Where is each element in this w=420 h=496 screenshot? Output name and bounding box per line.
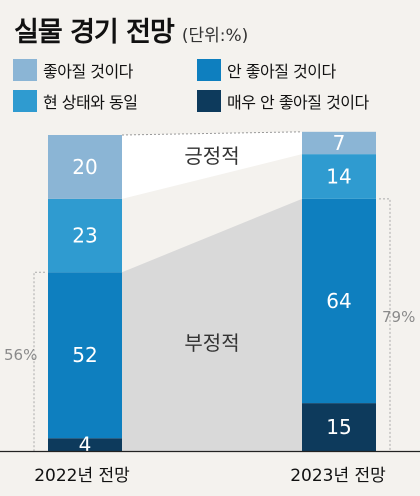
chart-title: 실물 경기 전망 [14, 17, 175, 48]
legend-label: 매우 안 좋아질 것이다 [227, 93, 369, 112]
bars [48, 131, 376, 451]
bar-segment [302, 403, 376, 451]
segment-labels: 4 52 23 20 15 64 14 7 [72, 131, 351, 457]
legend: 좋아질 것이다 안 좋아질 것이다 현 상태와 동일 매우 안 좋아질 것이다 [13, 58, 408, 116]
segment-value-label: 52 [72, 343, 97, 367]
bar-segment [48, 135, 122, 199]
bar-segment [48, 198, 122, 273]
bar-segment [302, 198, 376, 404]
segment-value-label: 64 [326, 289, 351, 313]
unit-label: (단위:%) [181, 26, 249, 46]
segment-value-label: 14 [326, 164, 351, 188]
bar-segment [48, 438, 122, 451]
legend-item-positive: 좋아질 것이다 [13, 58, 133, 82]
bar-segment [302, 154, 376, 199]
legend-swatch [197, 59, 221, 81]
connector-bands [121, 131, 303, 451]
segment-value-label: 15 [326, 415, 351, 439]
legend-item-very-negative: 매우 안 좋아질 것이다 [197, 89, 369, 113]
segment-value-label: 23 [72, 224, 97, 248]
x-tick-label: 2023년 전망 [290, 466, 386, 486]
positive-band [122, 131, 302, 199]
negative-total-label: 79% [382, 308, 415, 326]
legend-swatch [197, 90, 221, 112]
segment-value-label: 4 [79, 433, 92, 457]
negative-total-label: 56% [4, 346, 37, 364]
x-tick-label: 2022년 전망 [34, 466, 130, 486]
segment-value-label: 7 [333, 131, 346, 155]
segment-value-label: 20 [72, 155, 97, 179]
positive-label: 긍정적 [184, 144, 239, 168]
bar-segment [302, 131, 376, 155]
legend-label: 현 상태와 동일 [43, 93, 138, 112]
legend-item-negative: 안 좋아질 것이다 [197, 58, 336, 82]
negative-band [122, 198, 302, 451]
legend-swatch [13, 90, 37, 112]
legend-item-same: 현 상태와 동일 [13, 89, 138, 113]
x-axis: 2022년 전망 2023년 전망 [0, 450, 420, 486]
bar-segment [48, 272, 122, 439]
legend-swatch [13, 59, 37, 81]
legend-label: 좋아질 것이다 [43, 62, 133, 81]
chart-header: 실물 경기 전망 (단위:%) [14, 10, 248, 50]
legend-label: 안 좋아질 것이다 [227, 62, 336, 81]
negative-label: 부정적 [184, 331, 239, 355]
